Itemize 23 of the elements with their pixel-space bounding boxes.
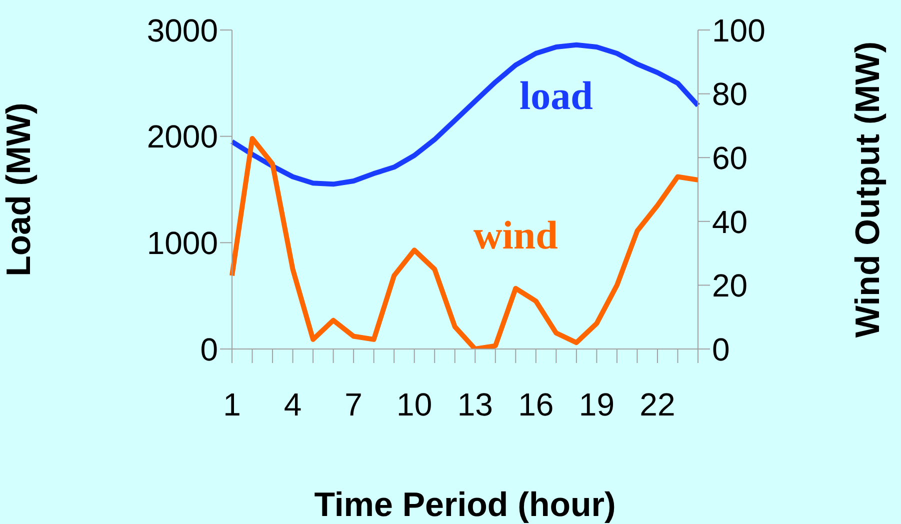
y2-axis-title: Wind Output (MW) bbox=[849, 41, 888, 338]
x-tick-label: 10 bbox=[396, 386, 432, 423]
x-tick-label: 7 bbox=[344, 386, 362, 423]
x-tick-label: 19 bbox=[578, 386, 614, 423]
x-tick-label: 4 bbox=[284, 386, 302, 423]
y-axis-title: Load (MW) bbox=[0, 102, 38, 276]
series-label: wind bbox=[473, 212, 558, 258]
y2-tick-label: 40 bbox=[712, 204, 748, 240]
y2-tick-label: 20 bbox=[712, 268, 748, 304]
x-tick-label: 1 bbox=[223, 386, 241, 423]
y-tick-label: 2000 bbox=[146, 118, 218, 155]
x-axis-title: Time Period (hour) bbox=[314, 486, 616, 524]
x-tick-label: 13 bbox=[457, 386, 493, 423]
y2-tick-label: 60 bbox=[712, 140, 748, 176]
y2-tick-label: 100 bbox=[712, 12, 766, 48]
series-label: load bbox=[519, 73, 593, 118]
x-tick-label: 22 bbox=[640, 386, 676, 423]
x-tick-label: 16 bbox=[518, 386, 554, 423]
y-tick-label: 1000 bbox=[146, 225, 218, 262]
y2-tick-label: 0 bbox=[712, 331, 730, 368]
y-tick-label: 0 bbox=[200, 331, 218, 368]
y2-tick-label: 80 bbox=[712, 76, 748, 112]
y-tick-label: 3000 bbox=[146, 12, 218, 48]
